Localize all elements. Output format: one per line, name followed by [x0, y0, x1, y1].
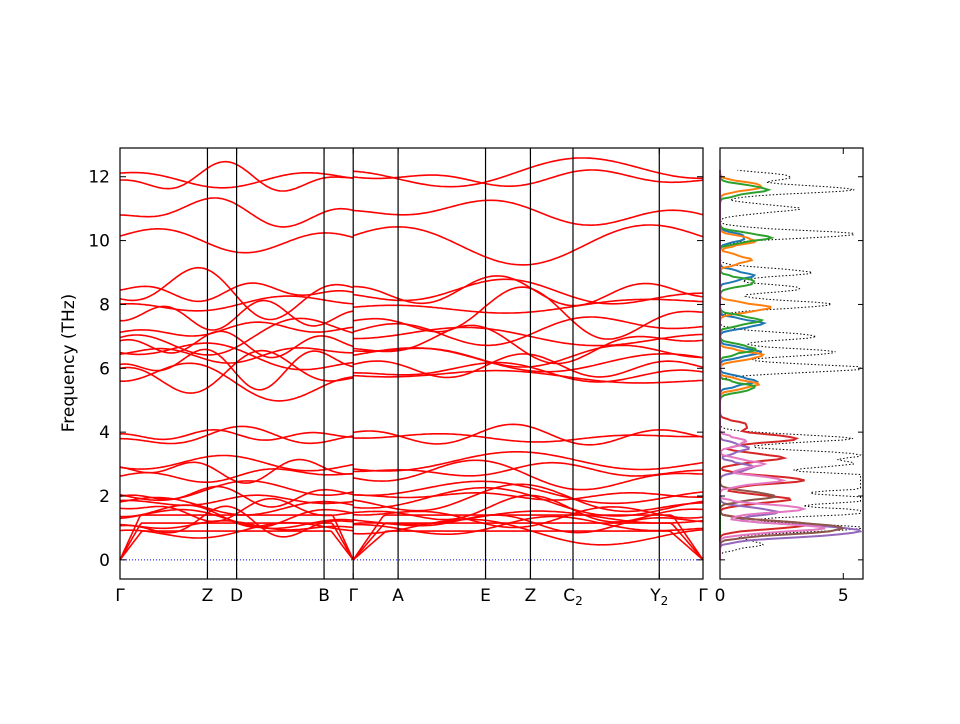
- band-frame: [119, 147, 704, 580]
- phonon-band: [353, 347, 704, 373]
- phonon-band: [353, 199, 704, 227]
- phonon-band: [353, 459, 704, 491]
- x-tick-label: E: [480, 586, 491, 606]
- phonon-band: [353, 510, 704, 525]
- x-tick-label: D: [230, 586, 243, 606]
- y-tick-label: 6: [99, 359, 110, 379]
- phonon-band: [353, 278, 703, 305]
- phonon-band: [353, 451, 704, 472]
- phonon-band: [353, 423, 704, 446]
- y-tick-label: 0: [99, 551, 110, 571]
- x-tick-label: Γ: [698, 586, 708, 606]
- y-tick-label: 2: [99, 487, 110, 507]
- phonon-band: [353, 157, 703, 188]
- x-tick-label: C2: [563, 586, 583, 608]
- y-axis-label: Frequency (THz): [59, 294, 79, 433]
- phonon-band: [353, 480, 704, 505]
- phonon-band: [353, 492, 703, 501]
- y-tick-label: 12: [88, 168, 110, 188]
- phonon-band: [353, 506, 704, 529]
- phonon-band: [353, 433, 704, 443]
- phonon-band: [353, 324, 704, 365]
- phonon-band: [353, 518, 704, 546]
- y-tick-label: 8: [99, 295, 110, 315]
- dos-x-tick-label: 0: [715, 586, 726, 606]
- phonon-band: [353, 514, 704, 534]
- phonon-band: [352, 224, 704, 266]
- phonon-band: [353, 486, 704, 517]
- x-tick-label: A: [392, 586, 404, 606]
- x-tick-label: B: [318, 586, 330, 606]
- phonon-band: [353, 275, 704, 307]
- x-tick-label: Γ: [115, 586, 125, 606]
- phonon-band: [353, 483, 704, 513]
- phonon-band: [352, 530, 704, 561]
- y-tick-label: 10: [88, 232, 110, 252]
- phonon-band: [353, 169, 704, 187]
- x-tick-label: Γ: [348, 586, 358, 606]
- phonon-band: [353, 515, 704, 535]
- dos-frame: [719, 147, 864, 580]
- x-tick-label: Z: [525, 586, 537, 606]
- phonon-band: [353, 369, 704, 384]
- y-tick-label: 4: [99, 423, 110, 443]
- dos-curve: [719, 169, 862, 560]
- dos-x-tick-label: 5: [838, 586, 849, 606]
- phonon-band: [353, 286, 704, 340]
- phonon-band: [353, 344, 703, 368]
- x-tick-label: Z: [202, 586, 214, 606]
- phonon-band: [353, 298, 704, 314]
- phonon-band: [352, 514, 704, 561]
- x-tick-label: Y2: [649, 586, 668, 608]
